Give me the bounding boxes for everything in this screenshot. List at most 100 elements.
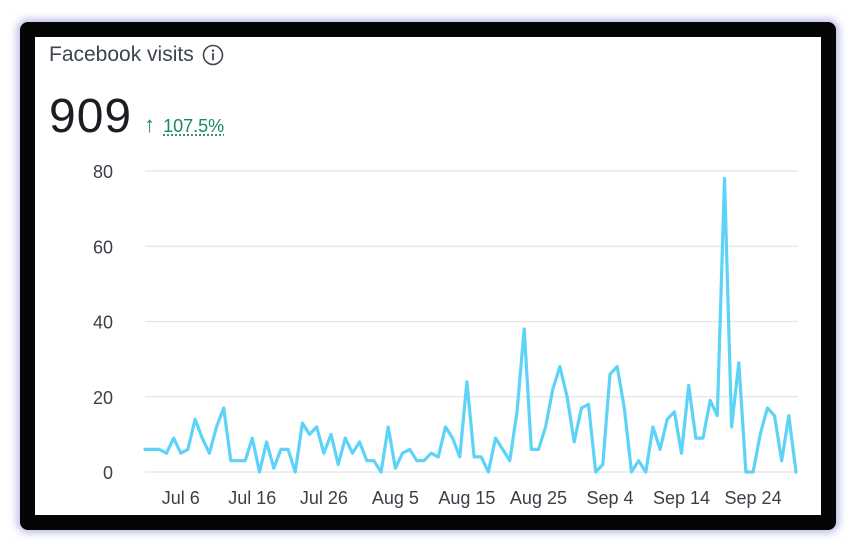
data-point (494, 437, 496, 439)
data-point (308, 433, 310, 435)
data-point (237, 460, 239, 462)
data-point (623, 407, 625, 409)
data-point (695, 437, 697, 439)
data-point (394, 467, 396, 469)
data-point (430, 452, 432, 454)
data-point (315, 426, 317, 428)
data-point (380, 471, 382, 473)
data-point (709, 399, 711, 401)
x-tick-label: Sep 4 (586, 488, 633, 508)
change-indicator: ↑ 107.5% (144, 112, 224, 138)
x-tick-label: Aug 25 (510, 488, 567, 508)
y-tick-label: 80 (93, 162, 113, 182)
data-point (559, 365, 561, 367)
data-point (373, 460, 375, 462)
data-point (165, 452, 167, 454)
data-point (208, 452, 210, 454)
data-point (337, 463, 339, 465)
data-point (616, 365, 618, 367)
card-header: Facebook visits (49, 43, 224, 67)
y-tick-label: 40 (93, 313, 113, 333)
data-point (745, 471, 747, 473)
card-frame: Facebook visits 909 ↑ 107.5% 0 20 40 60 80 Ju… (20, 22, 836, 530)
data-point (230, 460, 232, 462)
data-point (501, 448, 503, 450)
data-point (594, 471, 596, 473)
data-point (287, 448, 289, 450)
y-tick-label: 60 (93, 237, 113, 257)
data-point (795, 471, 797, 473)
x-tick-label: Jul 6 (162, 488, 200, 508)
x-tick-label: Sep 14 (653, 488, 710, 508)
data-point (730, 426, 732, 428)
arrow-up-icon: ↑ (144, 112, 156, 137)
data-point (444, 426, 446, 428)
data-point (752, 471, 754, 473)
data-point (323, 452, 325, 454)
facebook-visits-card: Facebook visits 909 ↑ 107.5% 0 20 40 60 80 Ju… (35, 37, 821, 515)
data-point (194, 418, 196, 420)
data-point (151, 448, 153, 450)
data-point (387, 426, 389, 428)
data-point (222, 407, 224, 409)
data-point (280, 448, 282, 450)
data-point (509, 460, 511, 462)
data-point (251, 437, 253, 439)
data-point (344, 437, 346, 439)
data-point (401, 452, 403, 454)
data-point (144, 448, 146, 450)
data-point (587, 403, 589, 405)
data-point (552, 388, 554, 390)
data-point (537, 448, 539, 450)
x-tick-label: Jul 16 (228, 488, 276, 508)
data-point (516, 411, 518, 413)
data-point (652, 426, 654, 428)
data-point (265, 441, 267, 443)
change-percent[interactable]: 107.5% (163, 116, 225, 136)
data-point (466, 381, 468, 383)
metric-row: 909 ↑ 107.5% (49, 89, 224, 144)
data-point (780, 460, 782, 462)
data-point (766, 407, 768, 409)
data-point (459, 456, 461, 458)
data-point (294, 471, 296, 473)
data-point (773, 414, 775, 416)
y-tick-label: 0 (103, 463, 113, 483)
x-tick-label: Sep 24 (725, 488, 782, 508)
data-point (759, 433, 761, 435)
data-point (473, 456, 475, 458)
data-point (358, 441, 360, 443)
x-tick-label: Aug 5 (372, 488, 419, 508)
data-point (702, 437, 704, 439)
data-point (659, 448, 661, 450)
data-point (673, 411, 675, 413)
data-point (738, 362, 740, 364)
series-line (143, 176, 798, 474)
data-point (645, 471, 647, 473)
data-point (544, 426, 546, 428)
data-point (680, 452, 682, 454)
data-point (437, 456, 439, 458)
data-point (273, 467, 275, 469)
data-point (351, 452, 353, 454)
data-point (416, 460, 418, 462)
data-point (301, 422, 303, 424)
data-point (609, 373, 611, 375)
data-point (723, 177, 725, 179)
card-title: Facebook visits (49, 43, 194, 66)
metric-value: 909 (49, 90, 133, 143)
data-point (630, 471, 632, 473)
line-chart: 0 20 40 60 80 Jul 6 Jul 16 Jul 26 Aug 5 Aug 15 Aug… (93, 162, 798, 508)
data-point (573, 441, 575, 443)
y-tick-label: 20 (93, 388, 113, 408)
data-point (423, 460, 425, 462)
data-point (158, 448, 160, 450)
data-point (258, 471, 260, 473)
data-point (180, 452, 182, 454)
data-point (330, 433, 332, 435)
data-point (187, 448, 189, 450)
data-point (566, 396, 568, 398)
data-point (408, 448, 410, 450)
info-icon[interactable] (202, 44, 224, 66)
data-point (487, 471, 489, 473)
